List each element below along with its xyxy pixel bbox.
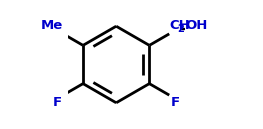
Text: OH: OH bbox=[185, 19, 207, 32]
Text: F: F bbox=[53, 96, 62, 109]
Text: CH: CH bbox=[170, 19, 191, 32]
Text: F: F bbox=[170, 96, 179, 109]
Text: 2: 2 bbox=[177, 24, 184, 34]
Text: Me: Me bbox=[40, 19, 63, 32]
